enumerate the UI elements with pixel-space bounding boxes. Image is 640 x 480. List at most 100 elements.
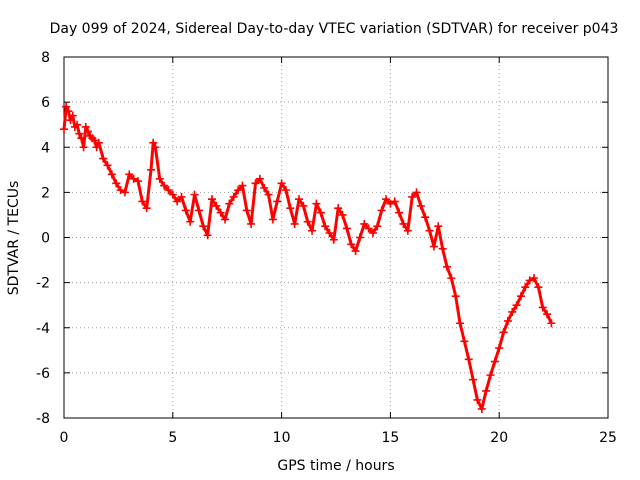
- y-tick-label: 2: [41, 185, 50, 201]
- data-point: [364, 224, 373, 233]
- data-point: [251, 179, 260, 188]
- y-tick-label: 4: [41, 140, 50, 156]
- data-point: [377, 206, 386, 215]
- data-point: [92, 143, 101, 152]
- data-point: [390, 197, 399, 206]
- data-point: [264, 190, 273, 199]
- data-point: [194, 206, 203, 215]
- y-tick-label: -4: [36, 321, 50, 337]
- data-point: [186, 217, 195, 226]
- data-point: [207, 195, 216, 204]
- data-point: [133, 177, 142, 186]
- data-point: [112, 179, 121, 188]
- data-point: [508, 307, 517, 316]
- data-point: [268, 215, 277, 224]
- data-point: [521, 283, 530, 292]
- data-point: [66, 116, 75, 125]
- data-point: [199, 222, 208, 231]
- data-point: [456, 319, 465, 328]
- data-point: [79, 143, 88, 152]
- data-point: [355, 233, 364, 242]
- data-point: [547, 319, 556, 328]
- data-point: [203, 231, 212, 240]
- data-point: [412, 188, 421, 197]
- data-point: [325, 228, 334, 237]
- data-point: [81, 122, 90, 131]
- data-point: [277, 179, 286, 188]
- data-point: [168, 190, 177, 199]
- data-point: [94, 138, 103, 147]
- data-point: [149, 138, 158, 147]
- data-point: [181, 206, 190, 215]
- data-point: [286, 204, 295, 213]
- data-point: [125, 170, 134, 179]
- data-point: [334, 204, 343, 213]
- data-point: [90, 136, 99, 145]
- data-point: [490, 357, 499, 366]
- data-point: [447, 274, 456, 283]
- data-point: [229, 192, 238, 201]
- data-point: [129, 174, 138, 183]
- x-axis-label: GPS time / hours: [277, 458, 394, 474]
- axis-ticks: 0 5 10 15 20 25 -8 -6 -4 -2 0 2 4 6 8: [36, 50, 617, 446]
- data-point: [442, 262, 451, 271]
- data-point: [451, 292, 460, 301]
- data-point: [225, 199, 234, 208]
- data-point: [260, 183, 269, 192]
- data-point: [255, 174, 264, 183]
- data-point: [329, 235, 338, 244]
- data-point: [512, 301, 521, 310]
- data-point: [212, 201, 221, 210]
- data-point: [151, 143, 160, 152]
- data-point: [99, 154, 108, 163]
- x-tick-label: 10: [273, 430, 291, 446]
- data-point: [543, 310, 552, 319]
- data-point: [190, 190, 199, 199]
- data-point: [438, 244, 447, 253]
- data-point: [386, 199, 395, 208]
- data-point: [75, 129, 84, 138]
- data-point: [495, 344, 504, 353]
- data-point: [103, 161, 112, 170]
- data-point: [281, 186, 290, 195]
- data-point: [469, 375, 478, 384]
- x-tick-label: 15: [381, 430, 399, 446]
- data-point: [516, 292, 525, 301]
- data-point: [464, 355, 473, 364]
- x-tick-label: 25: [599, 430, 617, 446]
- data-point: [342, 224, 351, 233]
- data-point: [373, 222, 382, 231]
- grid-lines: [64, 57, 608, 418]
- y-axis-label: SDTVAR / TECUs: [6, 181, 22, 296]
- data-point: [308, 226, 317, 235]
- data-point: [316, 208, 325, 217]
- data-point: [421, 213, 430, 222]
- data-point: [83, 127, 92, 136]
- data-point: [221, 215, 230, 224]
- data-point: [534, 283, 543, 292]
- data-point: [395, 208, 404, 217]
- data-point: [147, 165, 156, 174]
- data-point: [429, 242, 438, 251]
- data-point: [408, 192, 417, 201]
- data-point: [247, 219, 256, 228]
- data-point: [321, 222, 330, 231]
- data-point: [64, 107, 73, 116]
- data-point: [116, 186, 125, 195]
- data-point: [530, 274, 539, 283]
- data-point: [62, 102, 71, 111]
- data-point: [477, 404, 486, 413]
- x-tick-label: 5: [168, 430, 177, 446]
- data-point: [107, 170, 116, 179]
- data-points: [60, 102, 556, 413]
- data-point: [120, 188, 129, 197]
- data-point: [416, 201, 425, 210]
- data-point: [142, 204, 151, 213]
- data-point: [242, 206, 251, 215]
- data-point: [60, 125, 68, 134]
- data-point: [173, 197, 182, 206]
- data-point: [486, 371, 495, 380]
- data-point: [399, 219, 408, 228]
- data-point: [138, 197, 147, 206]
